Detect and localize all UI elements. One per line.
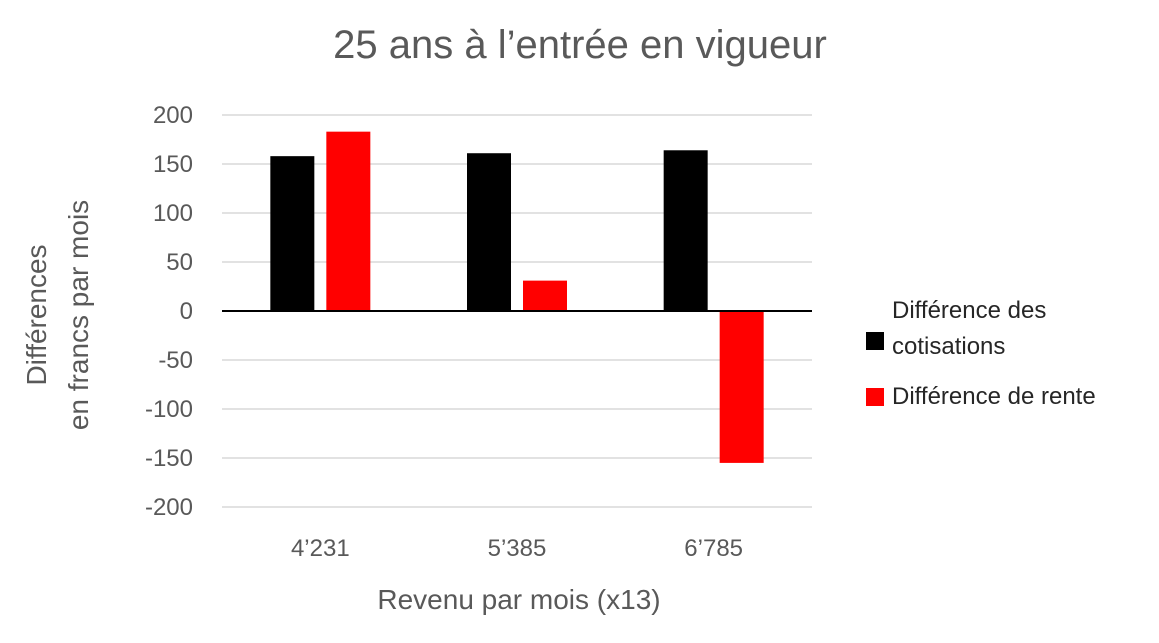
bar-series-2-cat-1 — [326, 131, 371, 311]
x-tick-labels: 4’231 5’385 6’785 — [291, 535, 743, 562]
y-axis-title-line-2: en francs par mois — [63, 200, 94, 430]
bar-series-2-cat-3 — [719, 311, 764, 463]
bar-series-1-cat-2 — [467, 153, 511, 311]
legend: Différence des cotisations Différence de… — [866, 297, 1096, 410]
y-tick-label: 50 — [166, 249, 193, 276]
legend-label-rente: Différence de rente — [892, 383, 1096, 410]
legend-label-cotisations-line-1: Différence des — [892, 297, 1046, 324]
y-tick-label: 0 — [180, 298, 193, 325]
x-axis-title: Revenu par mois (x13) — [377, 584, 660, 615]
legend-item-rente: Différence de rente — [866, 383, 1096, 410]
gridlines — [222, 114, 812, 508]
legend-label-cotisations-line-2: cotisations — [892, 333, 1005, 360]
legend-swatch-rente — [866, 388, 884, 406]
y-tick-label: -50 — [158, 347, 193, 374]
bars — [270, 131, 764, 463]
y-axis-title-line-1: Différences — [21, 244, 52, 385]
y-tick-labels: 200 150 100 50 0 -50 -100 -150 -200 — [145, 102, 193, 521]
x-tick-label: 5’385 — [488, 535, 547, 562]
x-tick-label: 6’785 — [684, 535, 743, 562]
x-tick-label: 4’231 — [291, 535, 350, 562]
y-tick-label: -150 — [145, 445, 193, 472]
y-tick-label: 100 — [153, 200, 193, 227]
legend-swatch-cotisations — [866, 332, 884, 350]
y-axis-title: Différences en francs par mois — [21, 200, 94, 430]
legend-item-cotisations: Différence des cotisations — [866, 297, 1046, 360]
bar-series-2-cat-2 — [523, 280, 567, 311]
y-tick-label: -100 — [145, 396, 193, 423]
y-tick-label: 200 — [153, 102, 193, 129]
bar-series-1-cat-1 — [270, 156, 315, 311]
bar-series-1-cat-3 — [663, 150, 708, 311]
y-tick-label: 150 — [153, 151, 193, 178]
y-tick-label: -200 — [145, 494, 193, 521]
chart-title: 25 ans à l’entrée en vigueur — [333, 23, 827, 67]
